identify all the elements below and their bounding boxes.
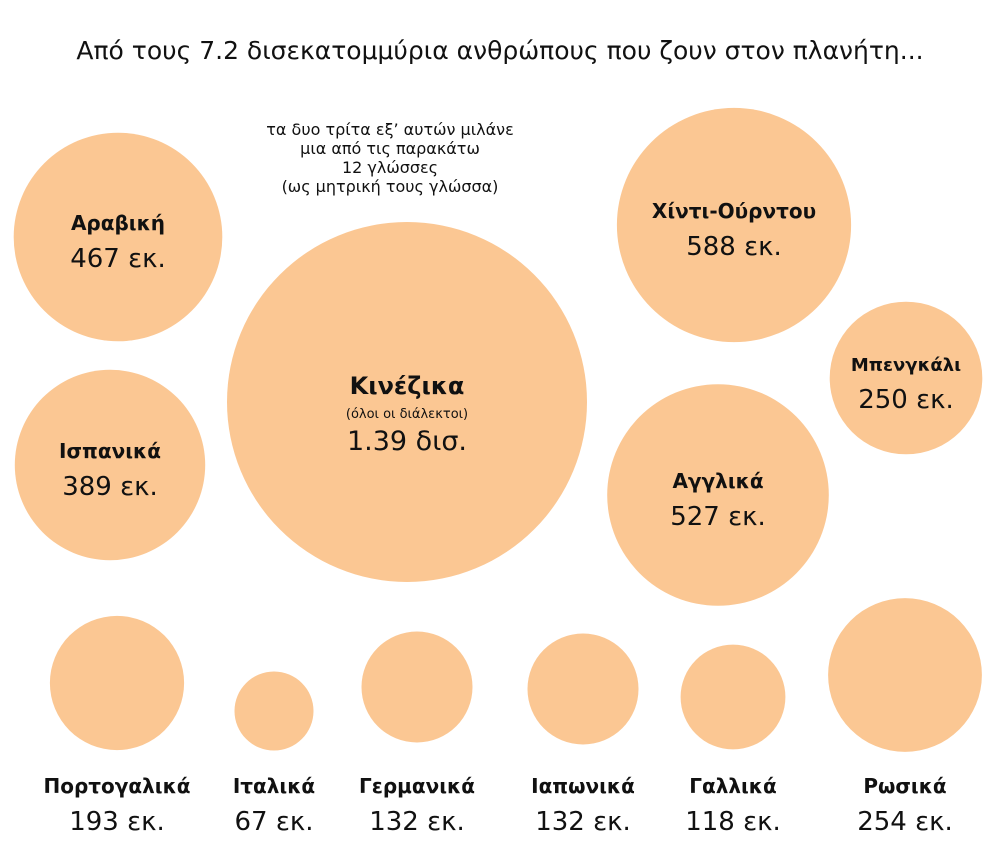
value-english: 527 εκ. [670, 502, 766, 532]
label-chinese: Κινέζικα [350, 372, 465, 400]
label-french: Γαλλικά [689, 774, 777, 798]
value-hindi-urdu: 588 εκ. [686, 232, 782, 262]
value-portuguese: 193 εκ. [69, 807, 165, 837]
annotation-line: μια από τις παρακάτω [300, 139, 480, 158]
bubble-portuguese [49, 615, 185, 751]
label-japanese: Ιαπωνικά [531, 774, 635, 798]
bubble-english [607, 384, 829, 606]
bubble-japanese [527, 633, 639, 745]
label-hindi-urdu: Χίντι-Ούρντου [652, 199, 816, 223]
bubble-russian [828, 598, 982, 752]
value-spanish: 389 εκ. [62, 472, 158, 502]
bubble-bengali [829, 301, 983, 455]
value-chinese: 1.39 δισ. [347, 426, 467, 457]
sublabel-chinese: (όλοι οι διάλεκτοι) [346, 407, 468, 422]
label-bengali: Μπενγκάλι [851, 355, 961, 376]
label-portuguese: Πορτογαλικά [43, 774, 190, 798]
label-german: Γερμανικά [359, 774, 475, 798]
value-german: 132 εκ. [369, 807, 465, 837]
bubble-hindi-urdu [616, 107, 852, 343]
bubble-german [361, 631, 473, 743]
label-english: Αγγλικά [672, 469, 763, 493]
chart-title: Από τους 7.2 δισεκατομμύρια ανθρώπους πο… [76, 36, 924, 65]
value-russian: 254 εκ. [857, 807, 953, 837]
bubble-spanish [14, 369, 206, 561]
label-spanish: Ισπανικά [59, 439, 161, 463]
bubble-french [680, 644, 786, 750]
value-arabic: 467 εκ. [70, 244, 166, 274]
label-italian: Ιταλικά [233, 774, 315, 798]
label-russian: Ρωσικά [863, 774, 946, 798]
bubble-arabic [13, 132, 223, 342]
value-bengali: 250 εκ. [858, 385, 954, 415]
value-japanese: 132 εκ. [535, 807, 631, 837]
annotation-line: (ως μητρική τους γλώσσα) [281, 177, 499, 196]
annotation-line: 12 γλώσσες [341, 158, 439, 177]
bubble-chinese [227, 222, 587, 582]
chart-annotation: τα δυο τρίτα εξ’ αυτών μιλάνε μια από τι… [225, 120, 555, 196]
value-italian: 67 εκ. [235, 807, 314, 837]
value-french: 118 εκ. [685, 807, 781, 837]
bubble-italian [234, 671, 314, 751]
label-arabic: Αραβική [71, 211, 165, 235]
annotation-line: τα δυο τρίτα εξ’ αυτών μιλάνε [266, 120, 514, 139]
